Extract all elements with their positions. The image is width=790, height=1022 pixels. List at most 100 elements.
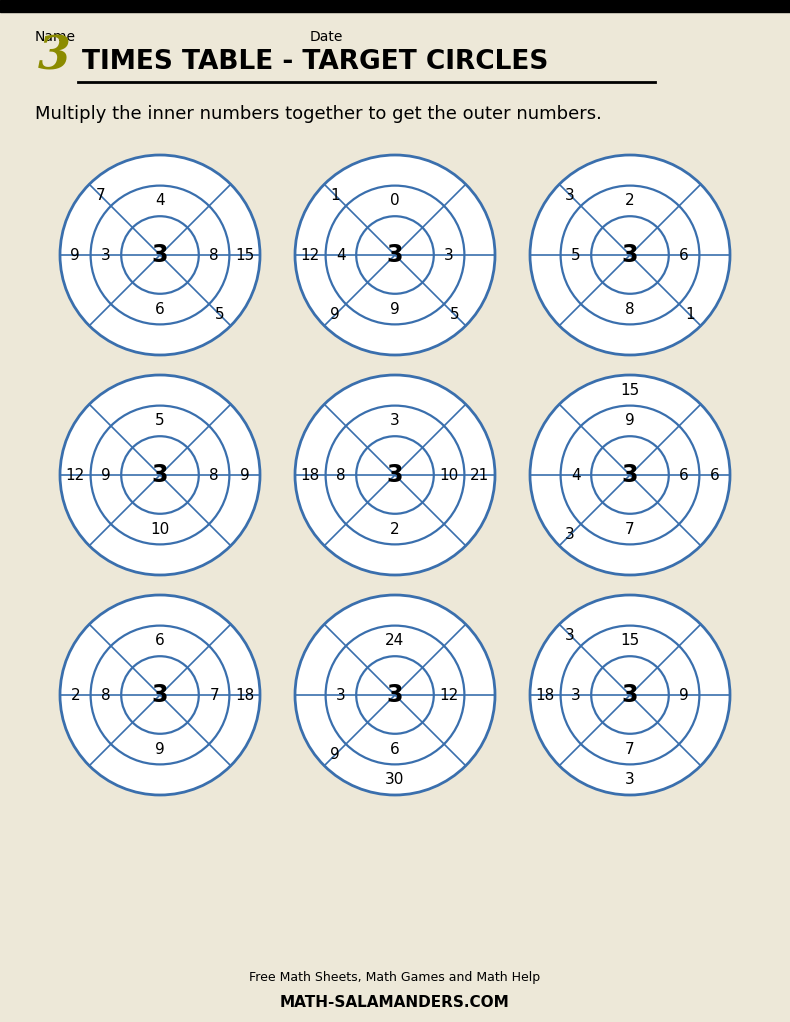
Text: 12: 12 xyxy=(66,467,85,482)
Ellipse shape xyxy=(91,625,229,764)
Ellipse shape xyxy=(530,155,730,355)
Ellipse shape xyxy=(356,217,434,293)
Text: MATH-SALAMANDERS.COM: MATH-SALAMANDERS.COM xyxy=(280,995,510,1010)
Text: 3: 3 xyxy=(152,683,168,707)
Bar xyxy=(0,0,790,12)
Text: 10: 10 xyxy=(150,521,170,537)
Text: 6: 6 xyxy=(155,301,165,317)
Text: 2: 2 xyxy=(625,193,635,208)
Text: 9: 9 xyxy=(70,247,80,263)
Text: 3: 3 xyxy=(387,463,403,487)
Text: 18: 18 xyxy=(536,688,555,702)
Text: 15: 15 xyxy=(620,634,640,648)
Ellipse shape xyxy=(295,595,495,795)
Text: 9: 9 xyxy=(101,467,111,482)
Text: 3: 3 xyxy=(565,188,575,202)
Text: Name: Name xyxy=(35,30,76,44)
Text: 6: 6 xyxy=(679,247,689,263)
Text: 3: 3 xyxy=(622,683,638,707)
Text: 3: 3 xyxy=(571,688,581,702)
Text: 3: 3 xyxy=(625,773,635,787)
Text: 9: 9 xyxy=(155,742,165,756)
Text: 7: 7 xyxy=(625,742,635,756)
Ellipse shape xyxy=(530,375,730,575)
Text: 8: 8 xyxy=(625,301,635,317)
Ellipse shape xyxy=(325,625,465,764)
Text: 9: 9 xyxy=(330,747,340,762)
Ellipse shape xyxy=(561,625,699,764)
Text: 6: 6 xyxy=(155,634,165,648)
Text: 6: 6 xyxy=(679,467,689,482)
Text: 12: 12 xyxy=(301,247,320,263)
Text: 5: 5 xyxy=(215,308,224,322)
Text: 21: 21 xyxy=(470,467,489,482)
Text: 2: 2 xyxy=(390,521,400,537)
Ellipse shape xyxy=(561,186,699,324)
Text: 4: 4 xyxy=(155,193,165,208)
Ellipse shape xyxy=(325,186,465,324)
Text: 6: 6 xyxy=(710,467,720,482)
Text: 3: 3 xyxy=(622,243,638,267)
Ellipse shape xyxy=(60,155,260,355)
Ellipse shape xyxy=(325,406,465,545)
Text: 15: 15 xyxy=(620,383,640,398)
Ellipse shape xyxy=(561,406,699,545)
Text: 12: 12 xyxy=(439,688,459,702)
Ellipse shape xyxy=(530,595,730,795)
Text: 2: 2 xyxy=(70,688,80,702)
Text: 7: 7 xyxy=(96,188,105,202)
Text: 1: 1 xyxy=(330,188,340,202)
Text: 7: 7 xyxy=(209,688,219,702)
Ellipse shape xyxy=(591,656,669,734)
Text: 8: 8 xyxy=(101,688,111,702)
Ellipse shape xyxy=(91,406,229,545)
Text: 5: 5 xyxy=(155,414,165,428)
Text: 30: 30 xyxy=(386,773,404,787)
Text: 9: 9 xyxy=(240,467,250,482)
Text: 3: 3 xyxy=(390,414,400,428)
Text: 3: 3 xyxy=(38,34,71,80)
Ellipse shape xyxy=(295,375,495,575)
Ellipse shape xyxy=(591,217,669,293)
Text: 4: 4 xyxy=(571,467,581,482)
Text: 3: 3 xyxy=(152,463,168,487)
Text: 6: 6 xyxy=(390,742,400,756)
Text: 8: 8 xyxy=(209,247,219,263)
Text: Multiply the inner numbers together to get the outer numbers.: Multiply the inner numbers together to g… xyxy=(35,105,602,123)
Text: 5: 5 xyxy=(571,247,581,263)
Text: 1: 1 xyxy=(685,308,694,322)
Text: 8: 8 xyxy=(336,467,346,482)
Text: 3: 3 xyxy=(152,243,168,267)
Text: Date: Date xyxy=(310,30,344,44)
Text: 10: 10 xyxy=(439,467,459,482)
Text: 3: 3 xyxy=(387,243,403,267)
Ellipse shape xyxy=(295,155,495,355)
Ellipse shape xyxy=(121,656,199,734)
Ellipse shape xyxy=(356,436,434,514)
Text: 15: 15 xyxy=(235,247,254,263)
Text: 7: 7 xyxy=(625,521,635,537)
Ellipse shape xyxy=(591,436,669,514)
Ellipse shape xyxy=(60,595,260,795)
Ellipse shape xyxy=(60,375,260,575)
Text: Free Math Sheets, Math Games and Math Help: Free Math Sheets, Math Games and Math He… xyxy=(250,971,540,984)
Text: 3: 3 xyxy=(444,247,454,263)
Text: 3: 3 xyxy=(565,628,575,643)
Text: TIMES TABLE - TARGET CIRCLES: TIMES TABLE - TARGET CIRCLES xyxy=(82,49,548,75)
Text: 3: 3 xyxy=(565,527,575,543)
Ellipse shape xyxy=(91,186,229,324)
Text: 3: 3 xyxy=(622,463,638,487)
Text: 3: 3 xyxy=(387,683,403,707)
Text: 5: 5 xyxy=(450,308,460,322)
Text: 8: 8 xyxy=(209,467,219,482)
Text: 9: 9 xyxy=(390,301,400,317)
Ellipse shape xyxy=(121,436,199,514)
Text: 9: 9 xyxy=(330,308,340,322)
Ellipse shape xyxy=(121,217,199,293)
Text: 3: 3 xyxy=(101,247,111,263)
Ellipse shape xyxy=(356,656,434,734)
Text: 9: 9 xyxy=(625,414,635,428)
Text: 4: 4 xyxy=(336,247,346,263)
Text: 18: 18 xyxy=(235,688,254,702)
Text: 0: 0 xyxy=(390,193,400,208)
